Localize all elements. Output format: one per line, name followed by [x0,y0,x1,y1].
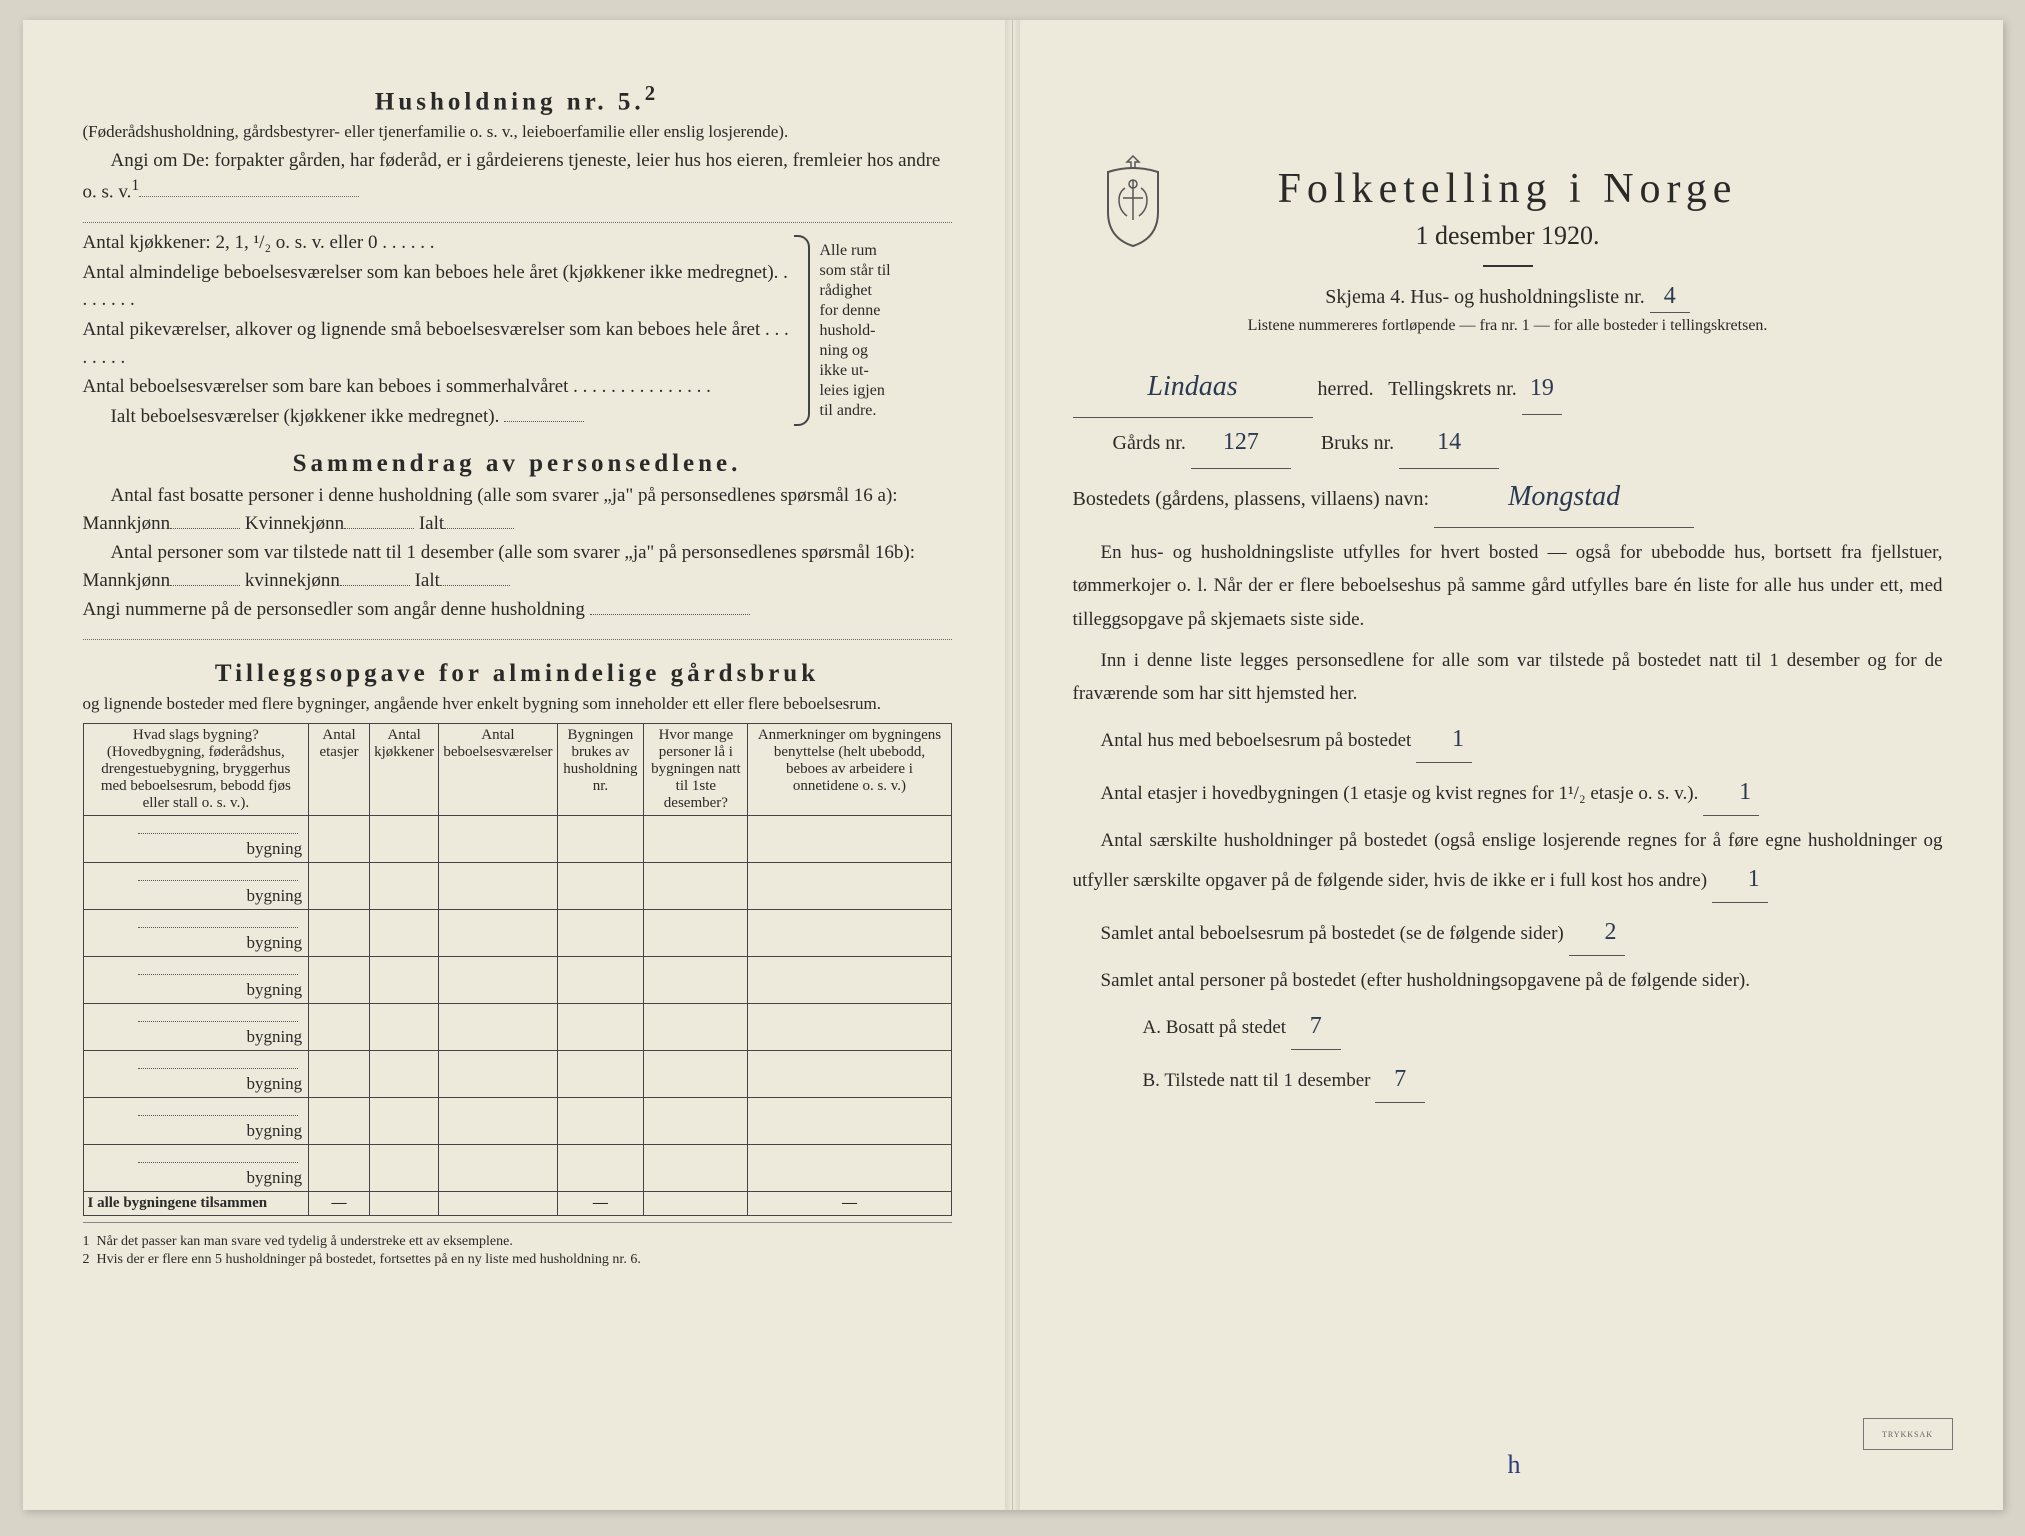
col-personer: Hvor mange personer lå i bygningen natt … [644,723,748,815]
table-row: bygning [83,815,951,862]
table-row: bygning [83,862,951,909]
divider-icon [1483,265,1533,267]
main-title: Folketelling i Norge [1073,165,1943,213]
beboelse-total: Ialt beboelsesværelser (kjøkkener ikke m… [83,403,790,431]
q1-field: 1 [1416,718,1472,763]
bosted-field: Mongstad [1434,469,1694,528]
col-brukes: Bygningen brukes av husholdning nr. [557,723,644,815]
brace-caption: Alle rum som står til rådighet for denne… [812,229,952,432]
right-page: Folketelling i Norge 1 desember 1920. Sk… [1013,20,2003,1510]
col-kjokkener: Antal kjøkkener [369,723,438,815]
beboelse-line-3: Antal beboelsesværelser som bare kan beb… [83,373,790,401]
kjokkener-line: Antal kjøkkener: 2, 1, ¹/₂ o. s. v. elle… [83,229,790,257]
table-row: bygning [83,1097,951,1144]
sammendrag-p1: Antal fast bosatte personer i denne hush… [83,482,952,537]
angi-line: Angi om De: forpakter gården, har føderå… [83,147,952,205]
bosted-row: Bostedets (gårdens, plassens, villaens) … [1073,469,1943,528]
q1-row: Antal hus med beboelsesrum på bostedet 1 [1073,718,1943,763]
printer-stamp: TRYKKSAK [1863,1418,1953,1450]
table-row: bygning [83,956,951,1003]
subtitle-date: 1 desember 1920. [1073,221,1943,251]
beboelse-line-1: Antal almindelige beboelsesværelser som … [83,259,790,314]
listene-note: Listene nummereres fortløpende — fra nr.… [1073,317,1943,335]
instructions-p2: Inn i denne liste legges personsedlene f… [1073,644,1943,711]
sammendrag-p3: Angi nummerne på de personsedler som ang… [83,596,952,624]
tillegg-heading: Tilleggsopgave for almindelige gårdsbruk [83,660,952,688]
gard-row: Gårds nr. 127 Bruks nr. 14 [1073,418,1943,469]
qB-field: 7 [1375,1058,1425,1103]
husholdning-5-heading: Husholdning nr. 5.2 [83,81,952,116]
herred-field: Lindaas [1073,359,1313,418]
q2-row: Antal etasjer i hovedbygningen (1 etasje… [1073,771,1943,816]
q5-row: Samlet antal personer på bostedet (efter… [1073,964,1943,997]
tillegg-sub: og lignende bosteder med flere bygninger… [83,692,952,717]
signature-mark: h [1508,1450,1521,1480]
qA-field: 7 [1291,1005,1341,1050]
table-row: bygning [83,1144,951,1191]
krets-field: 19 [1522,364,1562,415]
q2-field: 1 [1703,771,1759,816]
qA-row: A. Bosatt på stedet 7 [1073,1005,1943,1050]
qB-row: B. Tilstede natt til 1 desember 7 [1073,1058,1943,1103]
instructions-p1: En hus- og husholdningsliste utfylles fo… [1073,536,1943,636]
q3-row: Antal særskilte husholdninger på bostede… [1073,824,1943,902]
table-row: bygning [83,909,951,956]
left-page: Husholdning nr. 5.2 (Føderådshusholdning… [23,20,1013,1510]
sammendrag-heading: Sammendrag av personsedlene. [83,450,952,478]
q4-row: Samlet antal beboelsesrum på bostedet (s… [1073,911,1943,956]
herred-row: Lindaas herred. Tellingskrets nr. 19 [1073,359,1943,418]
gard-field: 127 [1191,418,1291,469]
col-hvadslags: Hvad slags bygning? (Hovedbygning, føder… [83,723,309,815]
rooms-brace-block: Antal kjøkkener: 2, 1, ¹/₂ o. s. v. elle… [83,229,952,432]
col-beboelse: Antal beboelsesværelser [439,723,557,815]
beboelse-line-2: Antal pikeværelser, alkover og lignende … [83,316,790,371]
table-row: bygning [83,1050,951,1097]
table-row: bygning [83,1003,951,1050]
footnotes: 1Når det passer kan man svare ved tydeli… [83,1233,952,1271]
skjema-line: Skjema 4. Hus- og husholdningsliste nr. … [1073,283,1943,313]
q4-field: 2 [1569,911,1625,956]
col-anmerk: Anmerkninger om bygningens benyttelse (h… [748,723,951,815]
bygning-table: Hvad slags bygning? (Hovedbygning, føder… [83,723,952,1216]
col-etasjer: Antal etasjer [309,723,370,815]
table-footer-row: I alle bygningene tilsammen — — — [83,1191,951,1215]
curly-brace-icon [790,229,812,432]
sammendrag-p2: Antal personer som var tilstede natt til… [83,539,952,594]
q3-field: 1 [1712,858,1768,903]
h5-parenthetical: (Føderådshusholdning, gårdsbestyrer- ell… [83,120,952,145]
coat-of-arms-icon [1093,150,1173,250]
bruk-field: 14 [1399,418,1499,469]
liste-nr-field: 4 [1650,283,1690,313]
